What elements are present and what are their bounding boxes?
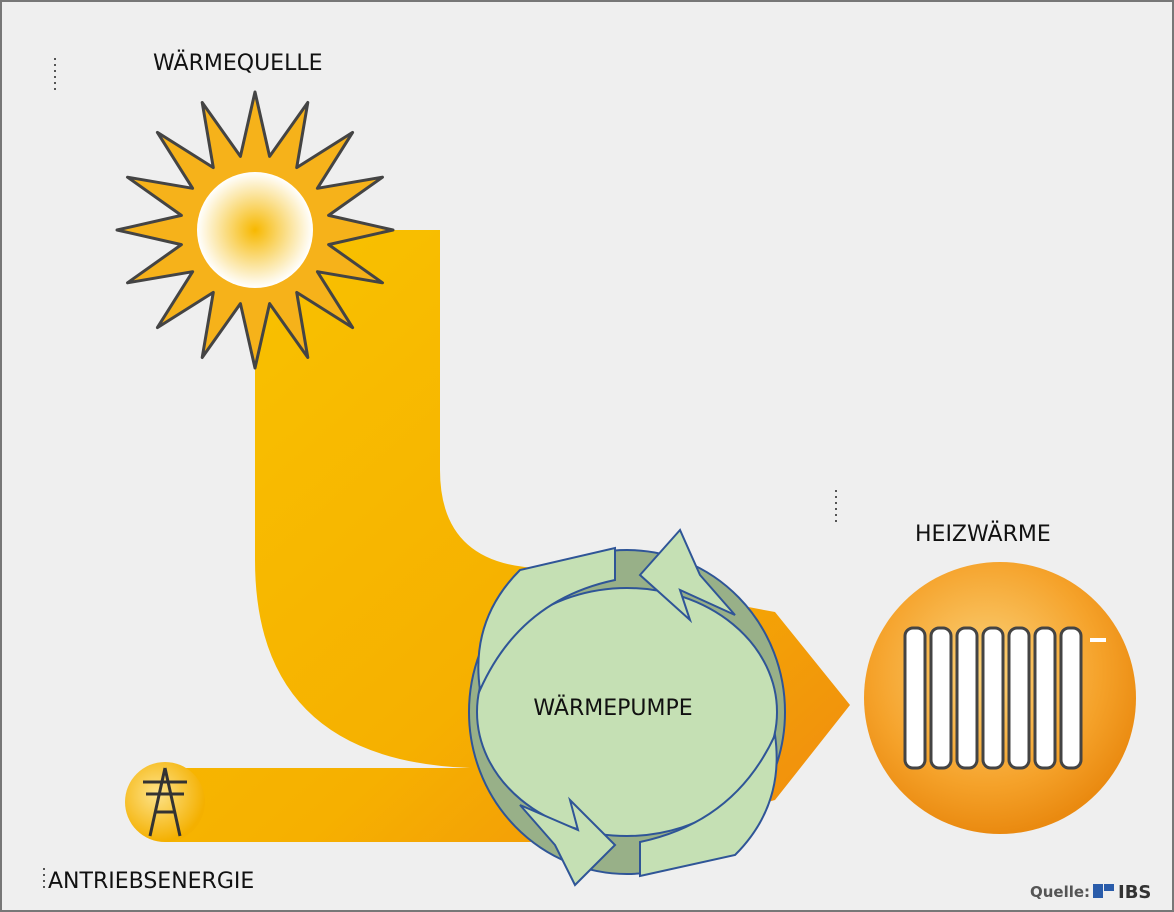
drive-energy-label: ANTRIEBSENERGIE xyxy=(48,869,254,894)
radiator-icon xyxy=(864,562,1136,834)
diagram: WÄRMEQUELLE HEIZWÄRME WÄRMEPUMPE ANTRIEB… xyxy=(0,0,1174,912)
sun-core xyxy=(197,172,313,288)
heat-source-label: WÄRMEQUELLE xyxy=(153,50,323,76)
source-prefix: Quelle: xyxy=(1030,883,1090,901)
logo-mark xyxy=(1093,884,1103,898)
radiator-column xyxy=(957,628,977,768)
source-logo: IBS xyxy=(1118,882,1151,903)
heating-heat-label: HEIZWÄRME xyxy=(915,521,1051,547)
radiator-column xyxy=(983,628,1003,768)
radiator-column xyxy=(905,628,925,768)
power-icon xyxy=(125,762,205,842)
heat-pump-label: WÄRMEPUMPE xyxy=(533,695,692,721)
radiator-column xyxy=(931,628,951,768)
logo-mark xyxy=(1104,884,1114,891)
radiator-column xyxy=(1009,628,1029,768)
radiator-column xyxy=(1035,628,1055,768)
sun-icon xyxy=(117,92,393,368)
radiator-column xyxy=(1061,628,1081,768)
